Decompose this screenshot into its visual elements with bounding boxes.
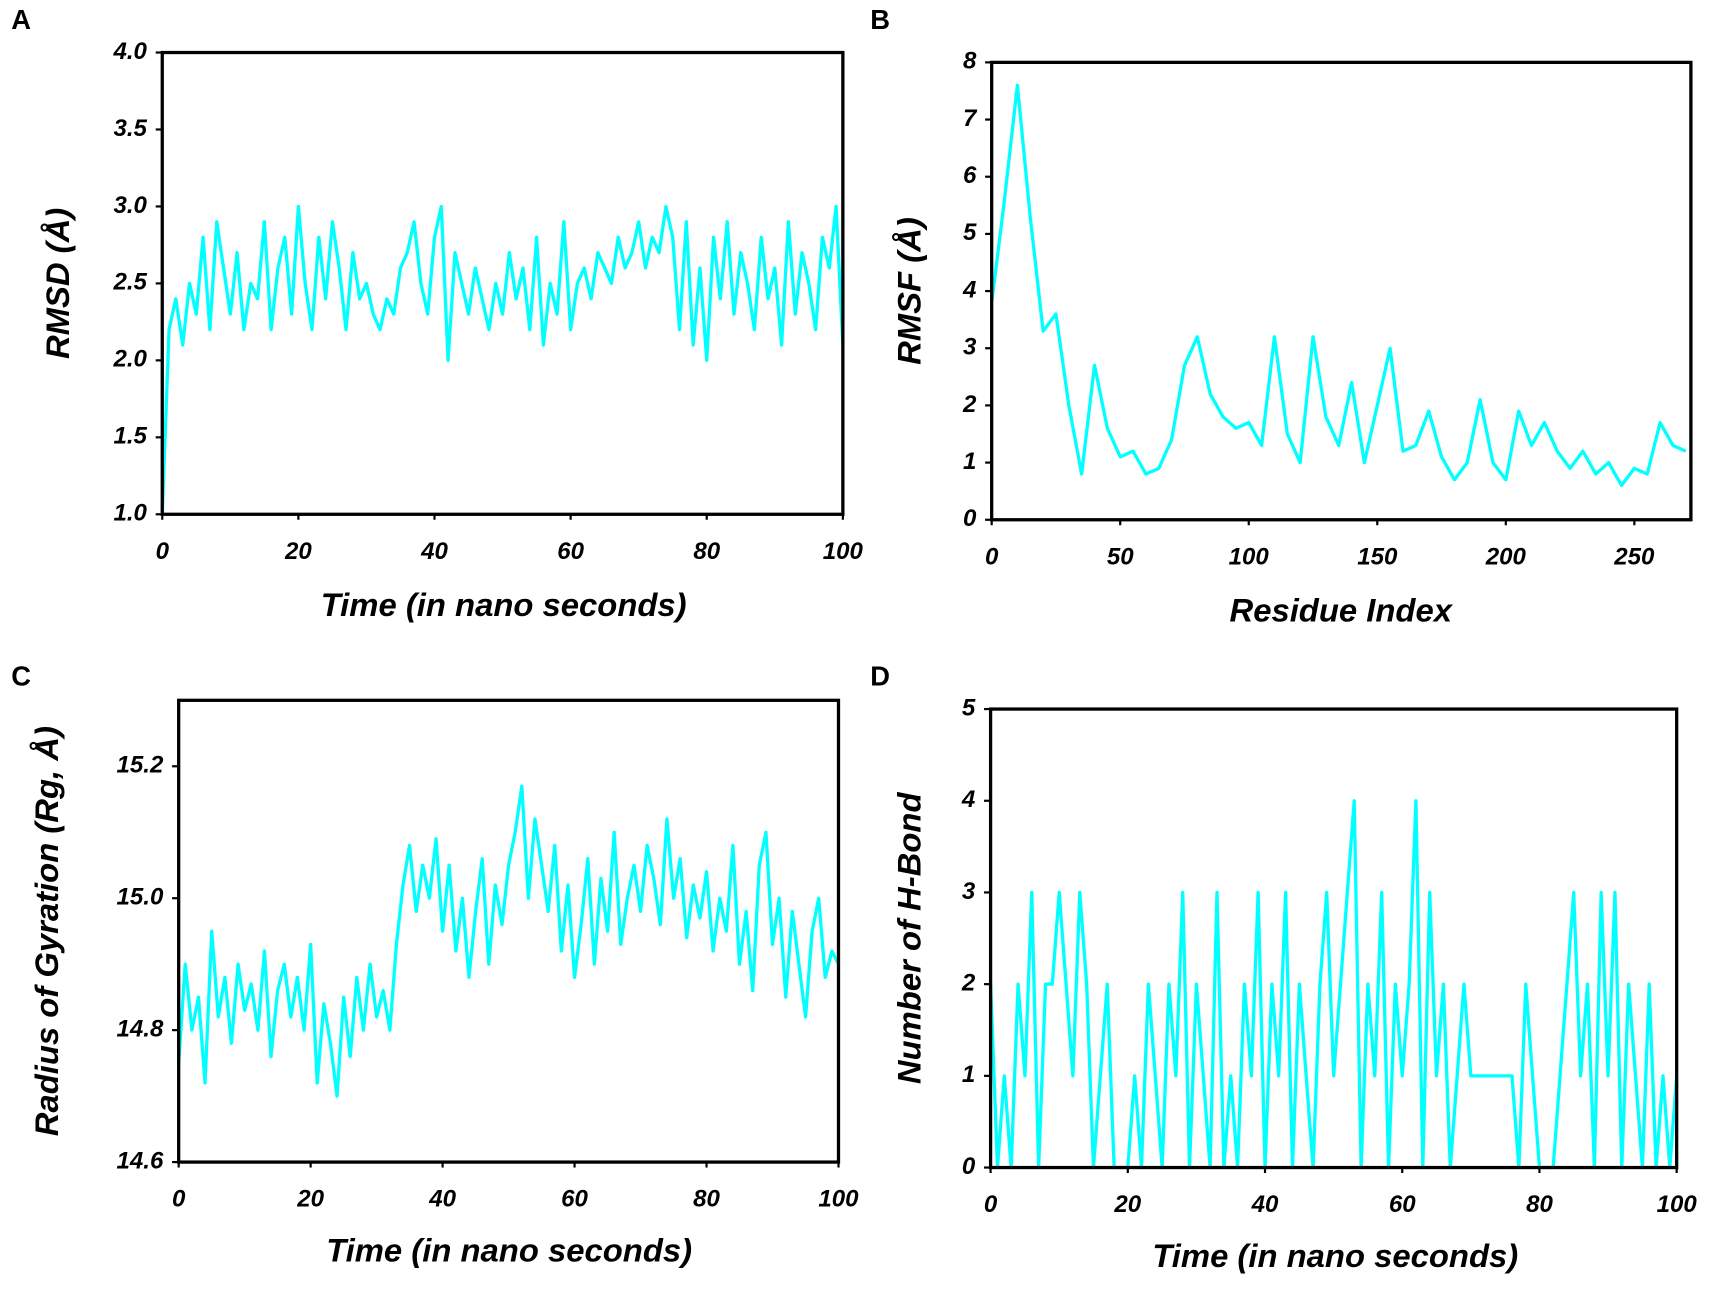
y-tick-label: 4 bbox=[962, 276, 976, 303]
x-tick-label: 100 bbox=[818, 1186, 859, 1213]
x-tick-label: 60 bbox=[561, 1186, 588, 1213]
x-axis-label: Time (in nano seconds) bbox=[1152, 1237, 1518, 1274]
x-tick-label: 80 bbox=[693, 538, 720, 565]
y-tick-label: 15.0 bbox=[117, 884, 164, 911]
x-tick-label: 50 bbox=[1107, 543, 1134, 570]
data-line bbox=[177, 784, 840, 1098]
x-tick-label: 0 bbox=[172, 1186, 186, 1213]
data-line bbox=[990, 83, 1687, 488]
y-axis-label: RMSD (Å) bbox=[39, 208, 76, 359]
x-tick-label: 20 bbox=[284, 538, 312, 565]
y-tick-label: 1.0 bbox=[113, 500, 147, 527]
y-tick-label: 2 bbox=[962, 391, 977, 418]
plot-frame bbox=[177, 698, 841, 1164]
y-tick-label: 2 bbox=[961, 970, 976, 997]
x-tick-label: 150 bbox=[1357, 543, 1398, 570]
y-tick-label: 1 bbox=[963, 448, 976, 475]
y-tick-label: 2.5 bbox=[112, 269, 147, 296]
y-tick-label: 0 bbox=[963, 505, 977, 532]
data-line bbox=[988, 799, 1679, 1170]
y-tick-label: 4.0 bbox=[112, 38, 147, 65]
plot-frame bbox=[988, 707, 1679, 1170]
x-tick-label: 100 bbox=[1229, 543, 1270, 570]
y-axis-label: Radius of Gyration (Rg, Å) bbox=[28, 726, 65, 1136]
x-tick-label: 200 bbox=[1485, 543, 1527, 570]
y-axis-label: RMSF (Å) bbox=[890, 217, 927, 365]
y-tick-label: 6 bbox=[963, 162, 977, 189]
y-tick-label: 15.2 bbox=[117, 752, 164, 779]
y-tick-label: 5 bbox=[963, 219, 977, 246]
y-tick-label: 3 bbox=[962, 878, 976, 905]
x-tick-label: 20 bbox=[1113, 1191, 1141, 1218]
y-tick-label: 14.8 bbox=[117, 1015, 164, 1042]
x-tick-label: 100 bbox=[823, 538, 864, 565]
y-axis-label: Number of H-Bond bbox=[890, 792, 927, 1085]
x-axis-label: Time (in nano seconds) bbox=[326, 1232, 692, 1269]
x-tick-label: 60 bbox=[557, 538, 584, 565]
y-tick-label: 4 bbox=[961, 786, 975, 813]
x-axis-label: Time (in nano seconds) bbox=[321, 586, 687, 623]
panel-label: B bbox=[870, 4, 890, 35]
x-tick-label: 80 bbox=[693, 1186, 720, 1213]
x-tick-label: 250 bbox=[1613, 543, 1655, 570]
y-tick-label: 3.0 bbox=[113, 192, 147, 219]
data-line bbox=[160, 204, 845, 515]
y-tick-label: 7 bbox=[963, 105, 978, 132]
plot-frame bbox=[990, 60, 1693, 522]
y-tick-label: 1 bbox=[962, 1061, 975, 1088]
y-tick-label: 0 bbox=[962, 1153, 976, 1180]
x-tick-label: 100 bbox=[1657, 1191, 1698, 1218]
x-tick-label: 40 bbox=[420, 538, 448, 565]
x-tick-label: 40 bbox=[1251, 1191, 1279, 1218]
y-tick-label: 2.0 bbox=[112, 346, 147, 373]
panel-label: A bbox=[11, 4, 31, 35]
y-tick-label: 3 bbox=[963, 334, 977, 361]
panel-label: D bbox=[870, 661, 890, 692]
plot-frame bbox=[160, 50, 845, 516]
x-tick-label: 0 bbox=[984, 1191, 998, 1218]
x-tick-label: 0 bbox=[156, 538, 170, 565]
x-tick-label: 20 bbox=[296, 1186, 324, 1213]
y-tick-label: 14.6 bbox=[117, 1147, 164, 1174]
x-tick-label: 60 bbox=[1389, 1191, 1416, 1218]
x-axis-label: Residue Index bbox=[1230, 591, 1454, 628]
y-tick-label: 1.5 bbox=[113, 423, 147, 450]
y-tick-label: 5 bbox=[962, 694, 976, 721]
x-tick-label: 40 bbox=[428, 1186, 456, 1213]
panel-label: C bbox=[11, 661, 31, 692]
x-tick-label: 80 bbox=[1526, 1191, 1553, 1218]
y-tick-label: 8 bbox=[963, 48, 977, 75]
y-tick-label: 3.5 bbox=[113, 115, 147, 142]
x-tick-label: 0 bbox=[985, 543, 999, 570]
